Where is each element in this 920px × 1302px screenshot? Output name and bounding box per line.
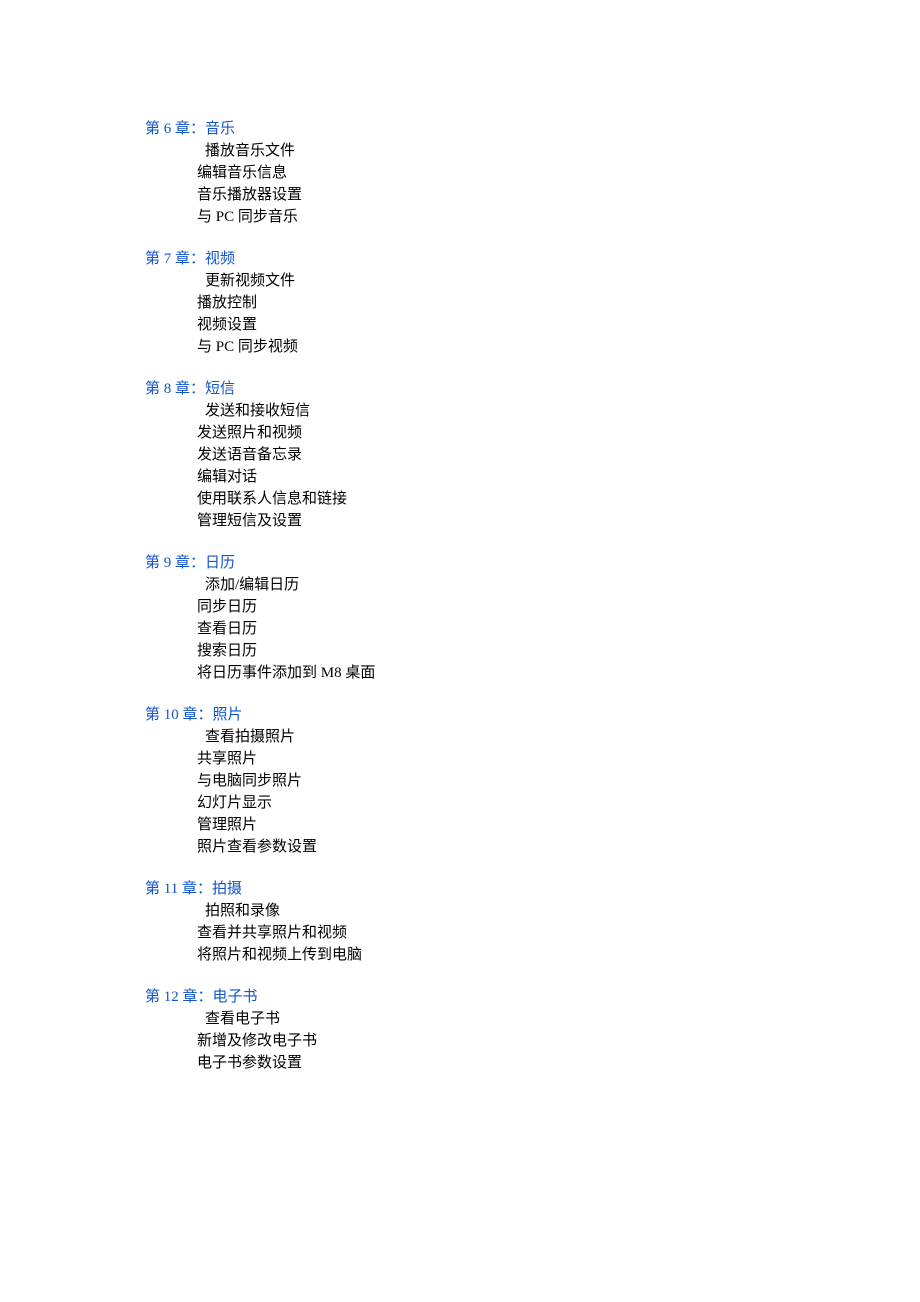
toc-item: 新增及修改电子书 — [197, 1030, 920, 1052]
toc-item: 添加/编辑日历 — [197, 574, 920, 596]
chapter-items: 添加/编辑日历同步日历查看日历搜索日历将日历事件添加到 M8 桌面 — [145, 574, 920, 684]
toc-item: 幻灯片显示 — [197, 792, 920, 814]
toc-item: 电子书参数设置 — [197, 1052, 920, 1074]
toc-item: 查看日历 — [197, 618, 920, 640]
toc-item: 编辑对话 — [197, 466, 920, 488]
chapter-items: 查看电子书新增及修改电子书电子书参数设置 — [145, 1008, 920, 1074]
toc-item: 拍照和录像 — [197, 900, 920, 922]
toc-item: 照片查看参数设置 — [197, 836, 920, 858]
toc-item: 与电脑同步照片 — [197, 770, 920, 792]
chapter-title-link[interactable]: 第 9 章：日历 — [145, 552, 920, 574]
chapter-12: 第 12 章：电子书查看电子书新增及修改电子书电子书参数设置 — [145, 986, 920, 1074]
chapter-items: 发送和接收短信发送照片和视频发送语音备忘录编辑对话使用联系人信息和链接管理短信及… — [145, 400, 920, 532]
toc-item: 同步日历 — [197, 596, 920, 618]
toc-item: 将照片和视频上传到电脑 — [197, 944, 920, 966]
toc-item: 查看电子书 — [197, 1008, 920, 1030]
toc-item: 查看拍摄照片 — [197, 726, 920, 748]
toc-item: 发送照片和视频 — [197, 422, 920, 444]
chapter-title-link[interactable]: 第 10 章：照片 — [145, 704, 920, 726]
toc-item: 管理短信及设置 — [197, 510, 920, 532]
chapter-10: 第 10 章：照片查看拍摄照片共享照片与电脑同步照片幻灯片显示管理照片照片查看参… — [145, 704, 920, 858]
toc-item: 与 PC 同步音乐 — [197, 206, 920, 228]
toc-item: 播放控制 — [197, 292, 920, 314]
toc-item: 播放音乐文件 — [197, 140, 920, 162]
chapter-items: 拍照和录像查看并共享照片和视频将照片和视频上传到电脑 — [145, 900, 920, 966]
toc-item: 更新视频文件 — [197, 270, 920, 292]
chapter-title-link[interactable]: 第 7 章：视频 — [145, 248, 920, 270]
toc-item: 音乐播放器设置 — [197, 184, 920, 206]
chapter-items: 查看拍摄照片共享照片与电脑同步照片幻灯片显示管理照片照片查看参数设置 — [145, 726, 920, 858]
chapter-9: 第 9 章：日历添加/编辑日历同步日历查看日历搜索日历将日历事件添加到 M8 桌… — [145, 552, 920, 684]
toc-item: 管理照片 — [197, 814, 920, 836]
toc-item: 发送语音备忘录 — [197, 444, 920, 466]
chapter-title-link[interactable]: 第 8 章：短信 — [145, 378, 920, 400]
toc-item: 发送和接收短信 — [197, 400, 920, 422]
toc-item: 将日历事件添加到 M8 桌面 — [197, 662, 920, 684]
chapter-items: 更新视频文件播放控制视频设置与 PC 同步视频 — [145, 270, 920, 358]
toc-item: 查看并共享照片和视频 — [197, 922, 920, 944]
chapter-8: 第 8 章：短信发送和接收短信发送照片和视频发送语音备忘录编辑对话使用联系人信息… — [145, 378, 920, 532]
chapter-title-link[interactable]: 第 12 章：电子书 — [145, 986, 920, 1008]
chapter-6: 第 6 章：音乐播放音乐文件编辑音乐信息音乐播放器设置与 PC 同步音乐 — [145, 118, 920, 228]
chapter-7: 第 7 章：视频更新视频文件播放控制视频设置与 PC 同步视频 — [145, 248, 920, 358]
chapter-title-link[interactable]: 第 11 章：拍摄 — [145, 878, 920, 900]
toc-page: 第 6 章：音乐播放音乐文件编辑音乐信息音乐播放器设置与 PC 同步音乐第 7 … — [0, 0, 920, 1074]
toc-item: 使用联系人信息和链接 — [197, 488, 920, 510]
chapters-container: 第 6 章：音乐播放音乐文件编辑音乐信息音乐播放器设置与 PC 同步音乐第 7 … — [145, 118, 920, 1074]
toc-item: 搜索日历 — [197, 640, 920, 662]
toc-item: 视频设置 — [197, 314, 920, 336]
chapter-11: 第 11 章：拍摄拍照和录像查看并共享照片和视频将照片和视频上传到电脑 — [145, 878, 920, 966]
toc-item: 与 PC 同步视频 — [197, 336, 920, 358]
chapter-title-link[interactable]: 第 6 章：音乐 — [145, 118, 920, 140]
toc-item: 编辑音乐信息 — [197, 162, 920, 184]
chapter-items: 播放音乐文件编辑音乐信息音乐播放器设置与 PC 同步音乐 — [145, 140, 920, 228]
toc-item: 共享照片 — [197, 748, 920, 770]
